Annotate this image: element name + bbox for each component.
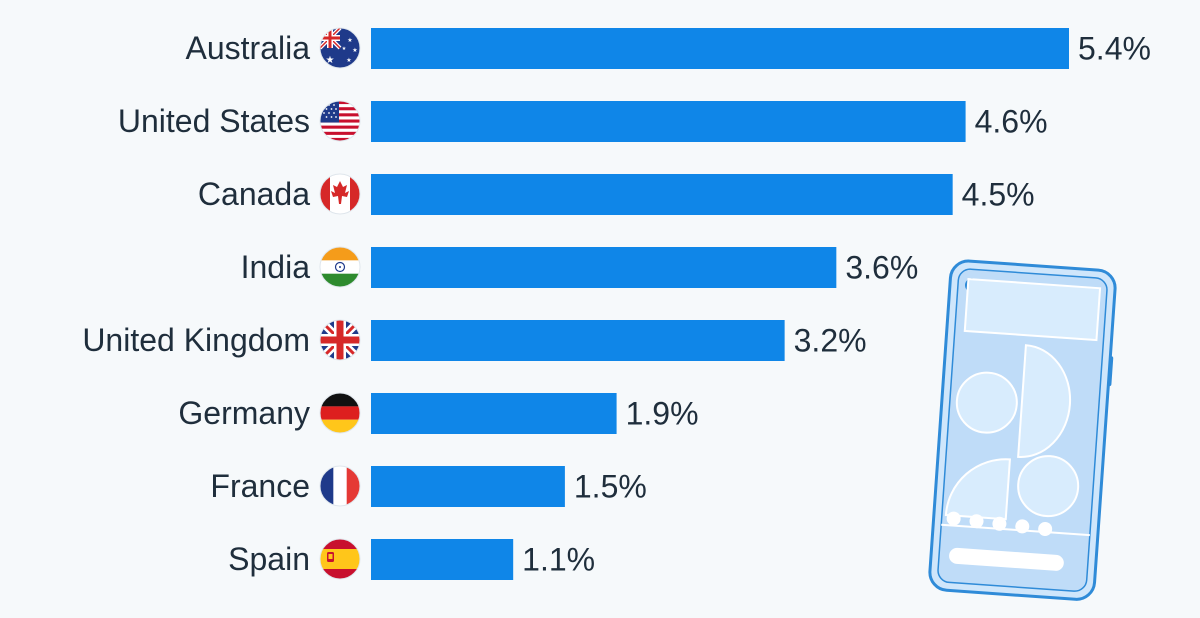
bar-spain	[371, 539, 514, 580]
value-label: 4.5%	[962, 177, 1035, 213]
spain-flag-icon	[320, 539, 360, 579]
value-label: 1.1%	[522, 542, 595, 578]
uk-flag-icon	[320, 320, 360, 360]
category-label: Germany	[178, 395, 310, 431]
value-label: 4.6%	[975, 104, 1048, 140]
category-label: Australia	[186, 30, 311, 66]
india-flag-icon	[320, 247, 360, 287]
bar-united-kingdom	[371, 320, 785, 361]
canada-flag-icon	[320, 174, 360, 214]
bar-india	[371, 247, 837, 288]
value-label: 3.6%	[845, 250, 918, 286]
category-label: Spain	[228, 541, 310, 577]
bar-australia	[371, 28, 1069, 69]
svg-text:★: ★	[326, 55, 335, 66]
category-label: United Kingdom	[82, 322, 310, 358]
bar-united-states	[371, 101, 966, 142]
svg-text:★: ★	[342, 46, 347, 52]
value-label: 1.5%	[574, 469, 647, 505]
value-label: 5.4%	[1078, 31, 1151, 67]
svg-text:★: ★	[347, 37, 352, 44]
value-label: 1.9%	[626, 396, 699, 432]
category-label: Canada	[198, 176, 310, 212]
svg-text:★: ★	[352, 47, 357, 54]
bar-france	[371, 466, 565, 507]
france-flag-icon	[320, 466, 360, 506]
germany-flag-icon	[320, 393, 360, 433]
bar-canada	[371, 174, 953, 215]
category-label: India	[241, 249, 311, 285]
category-label: France	[210, 468, 310, 504]
value-label: 3.2%	[794, 323, 867, 359]
svg-text:★: ★	[346, 57, 351, 64]
bar-germany	[371, 393, 617, 434]
category-label: United States	[118, 103, 310, 139]
smartphone-icon	[928, 259, 1117, 601]
